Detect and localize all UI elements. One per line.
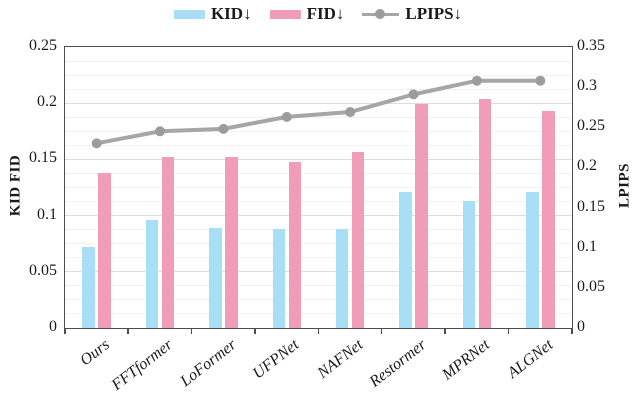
left-axis-tick-label: 0.25	[29, 37, 57, 54]
x-axis-label-nafnet: NAFNet	[314, 336, 367, 382]
fid-bar-mprnet	[478, 98, 492, 328]
lpips-marker-restormer	[408, 89, 419, 100]
kid-bar-algnet	[526, 192, 539, 328]
minor-gridline	[65, 144, 572, 146]
kid-bar-ours	[82, 247, 95, 328]
left-axis-tick-label: 0.2	[37, 93, 57, 111]
kid-bar-restormer	[399, 192, 412, 328]
lpips-marker-algnet	[535, 75, 546, 86]
kid-bar-ufpnet	[272, 229, 286, 328]
x-axis-tick-mark	[190, 329, 193, 334]
lpips-marker-loformer	[218, 123, 229, 134]
x-axis-label-algnet: ALGNet	[504, 336, 557, 382]
legend-item-fid: FID↓	[269, 4, 345, 24]
x-axis-tick-mark	[380, 329, 383, 334]
minor-gridline	[65, 243, 572, 245]
left-axis-tick-label: 0.1	[37, 205, 57, 223]
lpips-marker-mprnet	[471, 75, 482, 86]
x-axis-label-restormer: Restormer	[366, 336, 430, 391]
x-axis-label-mprnet: MPRNet	[438, 336, 493, 384]
fid-bar-nafnet	[351, 151, 365, 328]
legend-item-lpips: LPIPS↓	[362, 4, 462, 24]
fid-bar-fftformer	[161, 157, 175, 328]
kid-bar-fftformer	[145, 220, 159, 328]
right-axis-tick-label: 0.15	[577, 197, 605, 215]
minor-gridline	[65, 88, 572, 90]
kid-bar-mprnet	[462, 201, 476, 328]
minor-gridline	[65, 257, 572, 259]
fid-bar-ours	[98, 172, 111, 328]
x-axis-tick-mark	[571, 329, 573, 334]
lpips-line-marker-icon	[362, 9, 400, 19]
x-axis-label-fftformer: FFTformer	[108, 336, 176, 394]
minor-gridline	[65, 116, 572, 118]
minor-gridline	[65, 172, 572, 174]
lpips-marker-nafnet	[345, 107, 356, 118]
minor-gridline	[65, 187, 572, 188]
x-axis-tick-mark	[127, 329, 129, 334]
minor-gridline	[65, 130, 572, 132]
fid-bar-loformer	[225, 157, 238, 328]
legend-label-kid: KID↓	[210, 4, 252, 23]
fid-bar-restormer	[415, 104, 428, 328]
right-axis-title: LPIPS	[616, 163, 633, 209]
fid-swatch-icon	[269, 9, 301, 19]
minor-gridline	[65, 313, 572, 315]
right-axis-tick-label: 0.35	[577, 37, 605, 54]
x-axis-tick-mark	[254, 329, 256, 334]
plot-area	[64, 46, 573, 329]
lpips-marker-ufpnet	[281, 111, 292, 122]
left-axis-tick-label: 0	[49, 318, 57, 335]
major-gridline	[65, 215, 572, 217]
kid-swatch-icon	[173, 9, 205, 19]
lpips-line-series	[91, 75, 546, 149]
x-axis-tick-mark	[444, 329, 446, 334]
x-axis-tick-mark	[64, 329, 66, 334]
minor-gridline	[65, 229, 572, 231]
minor-gridline	[65, 74, 572, 76]
x-axis-label-ours: Ours	[76, 336, 113, 370]
left-axis-tick-label: 0.05	[29, 261, 57, 279]
minor-gridline	[65, 201, 572, 203]
x-axis-label-loformer: LoFormer	[176, 336, 240, 391]
right-axis-tick-label: 0.3	[577, 77, 597, 95]
minor-gridline	[65, 285, 572, 287]
right-axis-tick-label: 0.1	[577, 237, 597, 255]
legend-label-fid: FID↓	[306, 4, 345, 23]
legend-label-lpips: LPIPS↓	[405, 4, 463, 23]
fid-bar-algnet	[542, 111, 555, 328]
x-axis-label-ufpnet: UFPNet	[250, 336, 303, 383]
right-axis-tick-label: 0.25	[577, 117, 605, 135]
fid-bar-ufpnet	[288, 161, 302, 328]
kid-bar-loformer	[209, 227, 222, 328]
minor-gridline	[65, 60, 572, 62]
lpips-marker-fftformer	[155, 126, 166, 137]
major-gridline	[65, 102, 572, 104]
legend: KID↓ FID↓ LPIPS↓	[173, 4, 462, 24]
right-axis-tick-label: 0	[577, 318, 585, 335]
major-gridline	[65, 271, 572, 273]
major-gridline	[65, 158, 572, 160]
x-axis-tick-mark	[317, 329, 319, 334]
lpips-marker-ours	[91, 138, 102, 149]
right-axis-tick-label: 0.05	[577, 277, 605, 295]
legend-item-kid: KID↓	[173, 4, 252, 24]
right-axis-tick-label: 0.2	[577, 157, 597, 175]
minor-gridline	[65, 299, 572, 301]
kid-bar-nafnet	[335, 229, 349, 328]
left-axis-tick-label: 0.15	[29, 149, 57, 167]
x-axis-tick-mark	[507, 329, 510, 334]
